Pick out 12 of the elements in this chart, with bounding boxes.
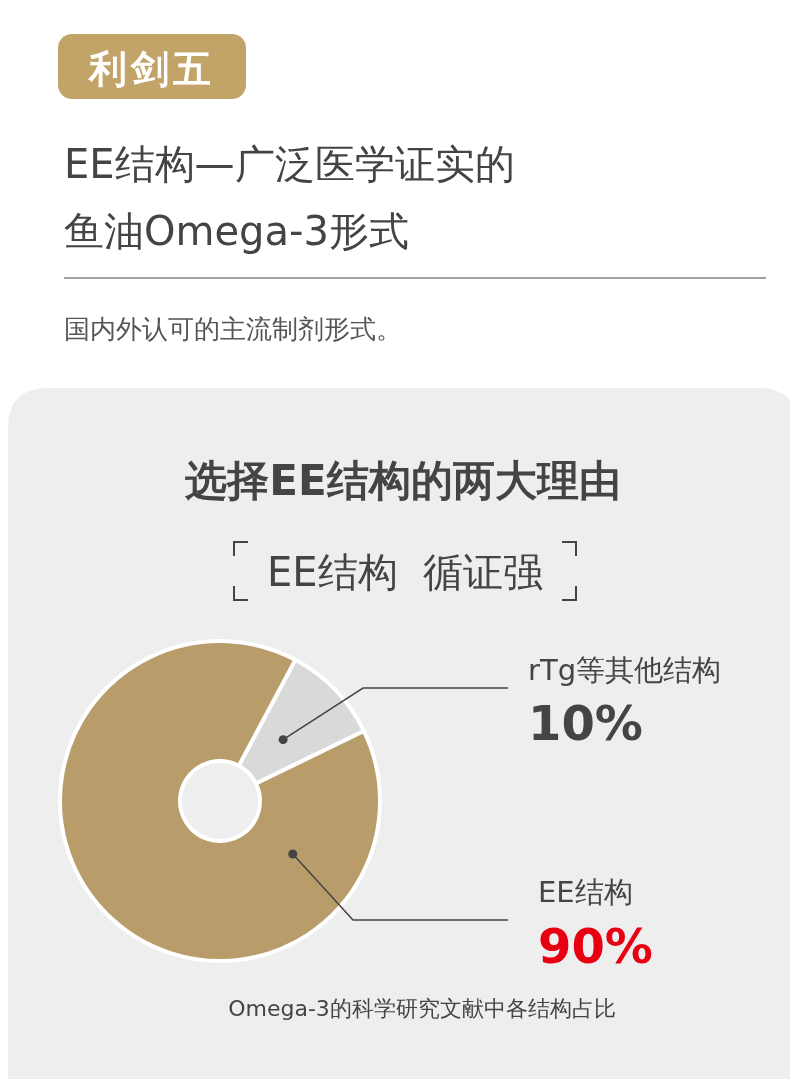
text: 利剑五 <box>87 47 215 91</box>
text: Omega-3的科学研究文献中各结构占比 <box>228 996 616 1021</box>
chart-subtitle: EE结构 循证强 <box>267 549 543 595</box>
data-label: 10% <box>528 695 643 751</box>
text: 国内外认可的主流制剂形式。 <box>64 314 402 344</box>
slice-label: rTg等其他结构 <box>528 653 722 687</box>
data-label: 90% <box>538 918 653 974</box>
slice-label: EE结构 <box>538 875 633 909</box>
chart-title: 选择EE结构的两大理由 <box>184 456 621 505</box>
text: EE结构—广泛医学证实的 <box>64 141 515 187</box>
text: 鱼油Omega-3形式 <box>64 208 409 254</box>
donut-slice <box>58 639 382 963</box>
